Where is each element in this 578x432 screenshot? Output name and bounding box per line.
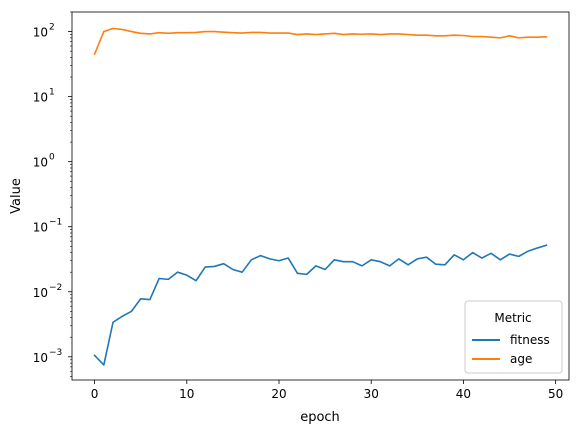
- y-tick-exponent: 2: [49, 23, 55, 33]
- plot-frame: [71, 11, 570, 381]
- y-tick-exponent: −3: [49, 348, 62, 358]
- y-tick-label: 10: [33, 26, 48, 40]
- y-tick-label: 10: [33, 156, 48, 170]
- x-tick-label: 20: [271, 387, 286, 401]
- legend-label-fitness: fitness: [510, 333, 550, 347]
- x-tick-label: 40: [456, 387, 471, 401]
- legend-box: [464, 300, 563, 374]
- x-tick-label: 30: [364, 387, 379, 401]
- x-tick-label: 50: [548, 387, 563, 401]
- x-tick-label: 10: [179, 387, 194, 401]
- legend-title: Metric: [494, 311, 531, 325]
- y-tick-exponent: 0: [49, 153, 55, 163]
- legend: Metric fitness age: [464, 300, 563, 374]
- y-tick-exponent: −1: [49, 218, 62, 228]
- y-tick-label: 10: [33, 351, 48, 365]
- series-line-fitness: [93, 244, 548, 366]
- y-tick-exponent: −2: [49, 283, 62, 293]
- legend-label-age: age: [510, 352, 532, 366]
- x-ticks: 0 10 20 30 40 50: [91, 380, 563, 401]
- x-tick-label: 0: [91, 387, 99, 401]
- y-tick-label: 10: [33, 91, 48, 105]
- series-layer: [93, 27, 548, 366]
- y-tick-label: 10: [33, 221, 48, 235]
- y-tick-label: 10: [33, 286, 48, 300]
- y-tick-exponent: 1: [49, 88, 55, 98]
- y-axis-label: Value: [9, 178, 24, 214]
- x-axis-label: epoch: [300, 410, 340, 425]
- series-line-age: [93, 27, 548, 56]
